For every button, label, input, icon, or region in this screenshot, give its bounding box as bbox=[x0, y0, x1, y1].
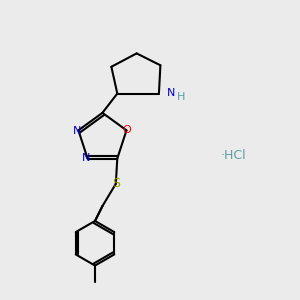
Text: ·HCl: ·HCl bbox=[220, 149, 246, 162]
Text: N: N bbox=[73, 126, 81, 136]
Text: H: H bbox=[177, 92, 185, 102]
Text: O: O bbox=[123, 125, 131, 135]
Text: S: S bbox=[112, 177, 120, 190]
Text: N: N bbox=[167, 88, 176, 98]
Text: N: N bbox=[82, 153, 91, 163]
